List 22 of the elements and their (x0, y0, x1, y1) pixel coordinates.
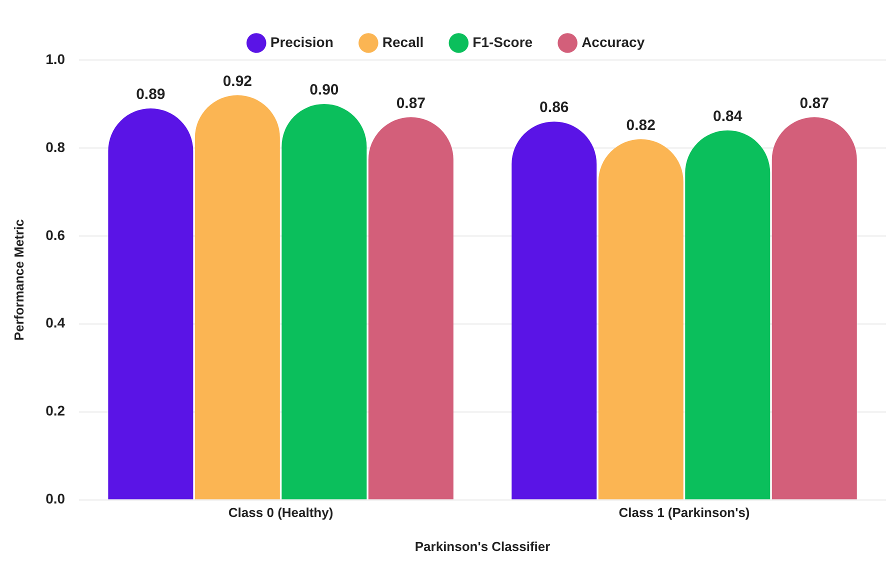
y-axis-title: Performance Metric (11, 219, 26, 341)
data-label: 0.84 (713, 108, 743, 126)
legend-label: Accuracy (582, 34, 645, 50)
x-tick-label: Class 0 (Healthy) (228, 505, 334, 520)
y-tick-label: 0.2 (46, 402, 66, 419)
y-tick-label: 0.6 (46, 226, 66, 243)
data-label: 0.90 (310, 82, 339, 99)
data-label: 0.87 (800, 94, 829, 112)
x-tick-label: Class 1 (Parkinson's) (618, 505, 750, 520)
data-label: 0.92 (222, 72, 252, 90)
y-tick-label: 1.0 (46, 50, 66, 67)
x-axis-title: Parkinson's Classifier (414, 538, 550, 554)
y-tick-label: 0.4 (46, 314, 66, 331)
y-tick-label: 0.0 (46, 490, 66, 507)
legend-label: F1-Score (472, 34, 533, 50)
legend-label: Recall (382, 34, 424, 50)
data-label: 0.87 (396, 94, 426, 112)
data-label: 0.89 (136, 86, 166, 104)
legend-label: Precision (270, 34, 334, 50)
data-label: 0.82 (626, 116, 656, 134)
data-label: 0.86 (540, 99, 569, 116)
y-tick-label: 0.8 (46, 138, 66, 155)
